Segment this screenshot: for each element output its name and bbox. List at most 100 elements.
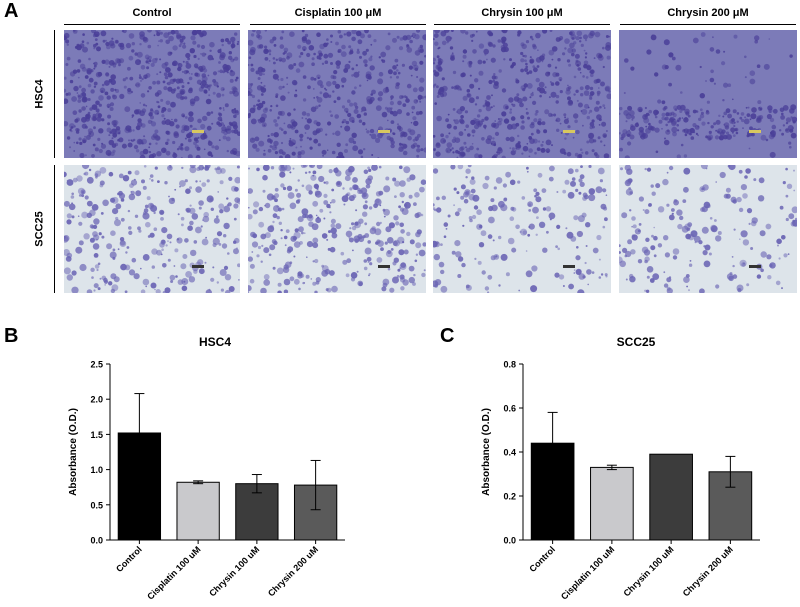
stained-cell — [535, 196, 542, 203]
stained-cell — [115, 128, 118, 131]
stained-cell — [272, 213, 278, 219]
stained-cell — [399, 165, 403, 170]
stained-cell — [251, 251, 254, 253]
stained-cell — [530, 121, 535, 126]
stained-cell — [216, 92, 222, 98]
stained-cell — [562, 285, 565, 287]
stained-cell — [230, 149, 235, 155]
stained-cell — [335, 223, 342, 230]
stained-cell — [653, 226, 655, 229]
column-header-control: Control — [132, 7, 172, 19]
stained-cell — [127, 170, 132, 175]
stained-cell — [520, 58, 525, 63]
stained-cell — [233, 240, 237, 244]
stained-cell — [522, 88, 526, 92]
stained-cell — [399, 207, 405, 212]
stained-cell — [605, 130, 608, 132]
stained-cell — [604, 273, 608, 277]
stained-cell — [216, 281, 219, 284]
stained-cell — [631, 216, 636, 221]
stained-cell — [128, 139, 130, 142]
stained-cell — [64, 35, 67, 41]
stained-cell — [589, 86, 594, 91]
stained-cell — [216, 166, 221, 170]
stained-cell — [696, 110, 699, 113]
stained-cell — [453, 187, 457, 191]
stained-cell — [144, 204, 149, 209]
stained-cell — [589, 125, 593, 130]
stained-cell — [147, 235, 151, 238]
stained-cell — [66, 274, 73, 281]
stained-cell — [399, 222, 404, 228]
stained-cell — [264, 45, 268, 49]
stained-cell — [78, 221, 83, 226]
stained-cell — [628, 129, 630, 132]
stained-cell — [226, 149, 229, 153]
stained-cell — [86, 69, 92, 75]
stained-cell — [493, 73, 496, 76]
stained-cell — [131, 116, 134, 118]
stained-cell — [736, 284, 744, 292]
stained-cell — [223, 265, 229, 270]
stained-cell — [220, 168, 226, 174]
stained-cell — [394, 180, 401, 187]
stained-cell — [69, 123, 75, 129]
stained-cell — [308, 45, 315, 51]
stained-cell — [282, 151, 286, 156]
stained-cell — [457, 151, 461, 155]
stained-cell — [674, 108, 678, 111]
stained-cell — [542, 207, 547, 211]
stained-cell — [159, 31, 163, 35]
stained-cell — [127, 142, 133, 148]
stained-cell — [182, 44, 187, 49]
stained-cell — [170, 30, 176, 35]
stained-cell — [370, 133, 377, 140]
stained-cell — [86, 41, 90, 45]
stained-cell — [668, 214, 675, 221]
stained-cell — [654, 72, 659, 77]
stained-cell — [128, 269, 136, 276]
stained-cell — [84, 195, 89, 200]
stained-cell — [352, 140, 357, 145]
stained-cell — [395, 82, 400, 87]
stained-cell — [576, 246, 579, 249]
stained-cell — [532, 65, 536, 69]
stained-cell — [98, 148, 103, 154]
stained-cell — [184, 116, 188, 119]
stained-cell — [174, 188, 177, 191]
stained-cell — [366, 98, 373, 105]
stained-cell — [97, 262, 101, 266]
stained-cell — [768, 38, 771, 40]
stained-cell — [676, 209, 683, 216]
stained-cell — [148, 146, 151, 149]
stained-cell — [282, 266, 290, 273]
stained-cell — [508, 97, 514, 103]
stained-cell — [517, 97, 523, 104]
stained-cell — [156, 80, 161, 85]
y-tick-label: 0.4 — [503, 448, 516, 458]
stained-cell — [195, 65, 199, 69]
stained-cell — [280, 229, 283, 232]
stained-cell — [469, 178, 476, 185]
stained-cell — [604, 217, 608, 222]
stained-cell — [581, 151, 584, 154]
stained-cell — [683, 186, 689, 193]
stained-cell — [65, 92, 69, 96]
stained-cell — [206, 179, 210, 183]
stained-cell — [276, 267, 284, 275]
x-tick-label: Control — [114, 544, 144, 574]
stained-cell — [481, 118, 485, 122]
stained-cell — [593, 57, 596, 59]
stained-cell — [252, 209, 258, 215]
row-rule — [54, 165, 55, 293]
stained-cell — [661, 112, 666, 117]
stained-cell — [94, 147, 99, 152]
stained-cell — [482, 60, 486, 64]
stained-cell — [450, 165, 456, 170]
stained-cell — [188, 76, 193, 81]
stained-cell — [638, 223, 642, 226]
micrograph-scc25-control — [64, 165, 240, 293]
stained-cell — [625, 278, 628, 281]
stained-cell — [256, 103, 259, 107]
stained-cell — [606, 93, 611, 100]
